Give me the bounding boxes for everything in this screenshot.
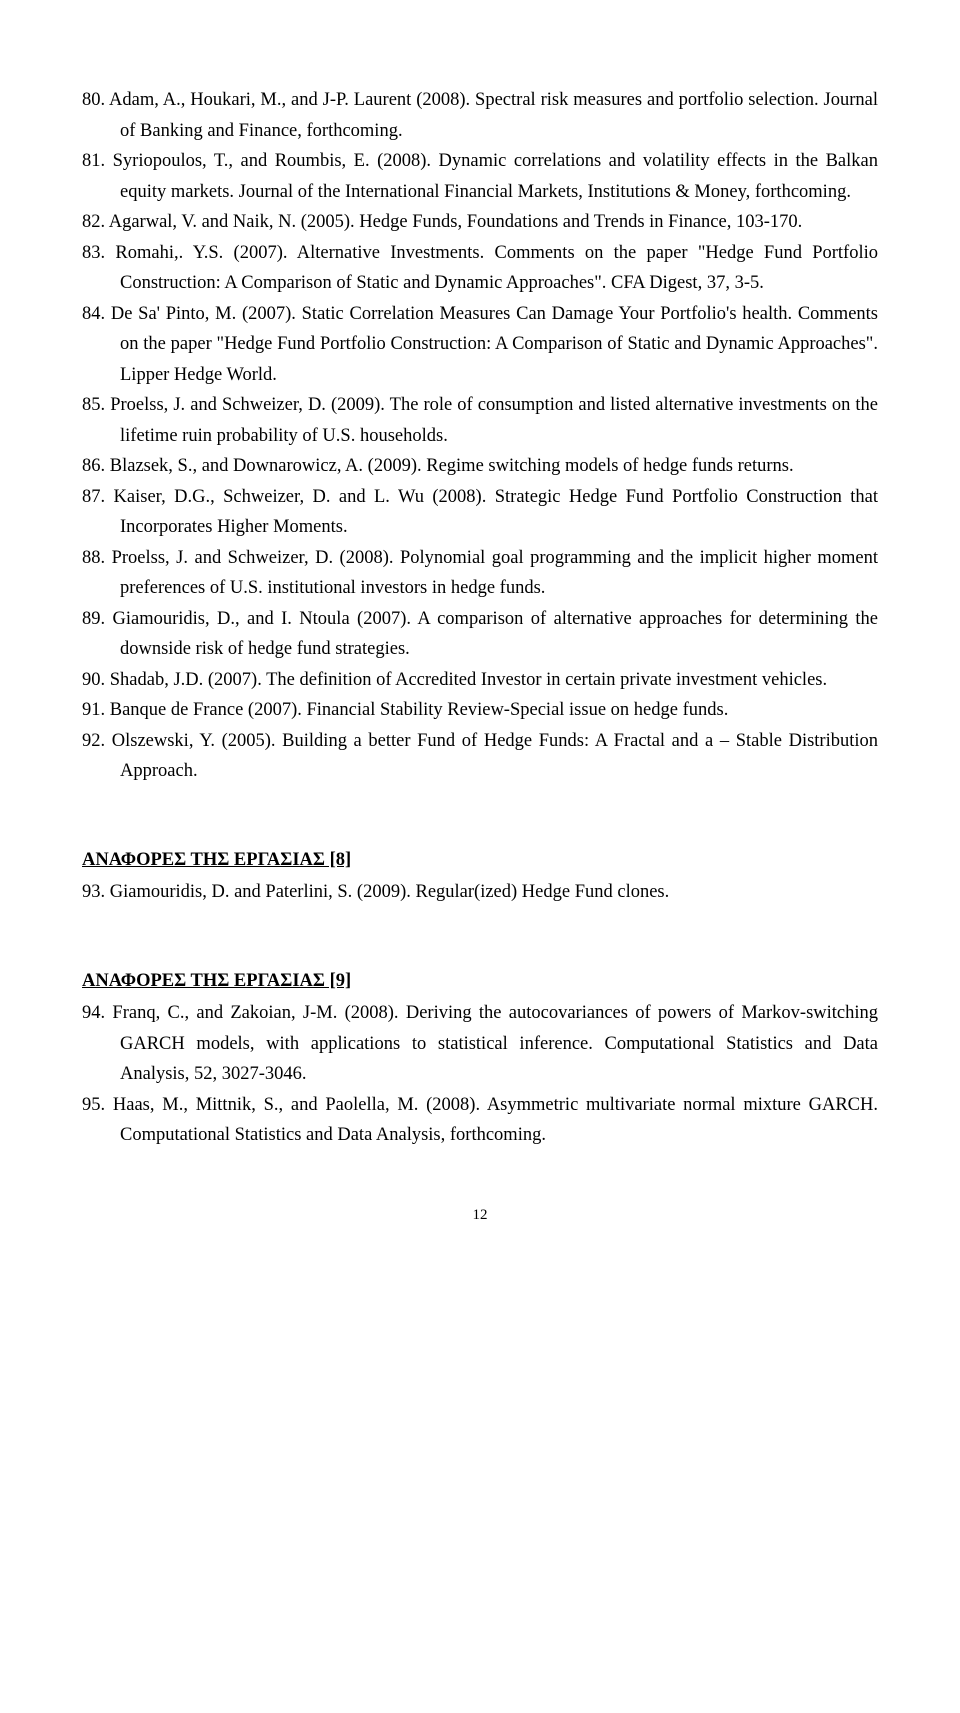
reference-item: Olszewski, Y. (2005). Building a better … xyxy=(82,726,878,787)
reference-item: Giamouridis, D. and Paterlini, S. (2009)… xyxy=(82,877,878,908)
reference-item: Kaiser, D.G., Schweizer, D. and L. Wu (2… xyxy=(82,482,878,543)
reference-item: Proelss, J. and Schweizer, D. (2009). Th… xyxy=(82,390,878,451)
reference-list-main: Adam, A., Houkari, M., and J-P. Laurent … xyxy=(82,85,878,787)
reference-item: Franq, C., and Zakoian, J-M. (2008). Der… xyxy=(82,998,878,1090)
section-heading-9: ΑΝΑΦΟΡΕΣ ΤΗΣ ΕΡΓΑΣΙΑΣ [9] xyxy=(82,966,878,997)
reference-item: Proelss, J. and Schweizer, D. (2008). Po… xyxy=(82,543,878,604)
reference-item: Giamouridis, D., and I. Ntoula (2007). A… xyxy=(82,604,878,665)
reference-item: Adam, A., Houkari, M., and J-P. Laurent … xyxy=(82,85,878,146)
reference-item: De Sa' Pinto, M. (2007). Static Correlat… xyxy=(82,299,878,391)
reference-list-8: Giamouridis, D. and Paterlini, S. (2009)… xyxy=(82,877,878,908)
reference-item: Banque de France (2007). Financial Stabi… xyxy=(82,695,878,726)
reference-item: Haas, M., Mittnik, S., and Paolella, M. … xyxy=(82,1090,878,1151)
reference-item: Blazsek, S., and Downarowicz, A. (2009).… xyxy=(82,451,878,482)
reference-item: Shadab, J.D. (2007). The definition of A… xyxy=(82,665,878,696)
reference-list-9: Franq, C., and Zakoian, J-M. (2008). Der… xyxy=(82,998,878,1151)
section-heading-8: ΑΝΑΦΟΡΕΣ ΤΗΣ ΕΡΓΑΣΙΑΣ [8] xyxy=(82,845,878,876)
page-number: 12 xyxy=(82,1203,878,1228)
reference-item: Agarwal, V. and Naik, N. (2005). Hedge F… xyxy=(82,207,878,238)
reference-item: Syriopoulos, T., and Roumbis, E. (2008).… xyxy=(82,146,878,207)
reference-item: Romahi,. Y.S. (2007). Alternative Invest… xyxy=(82,238,878,299)
